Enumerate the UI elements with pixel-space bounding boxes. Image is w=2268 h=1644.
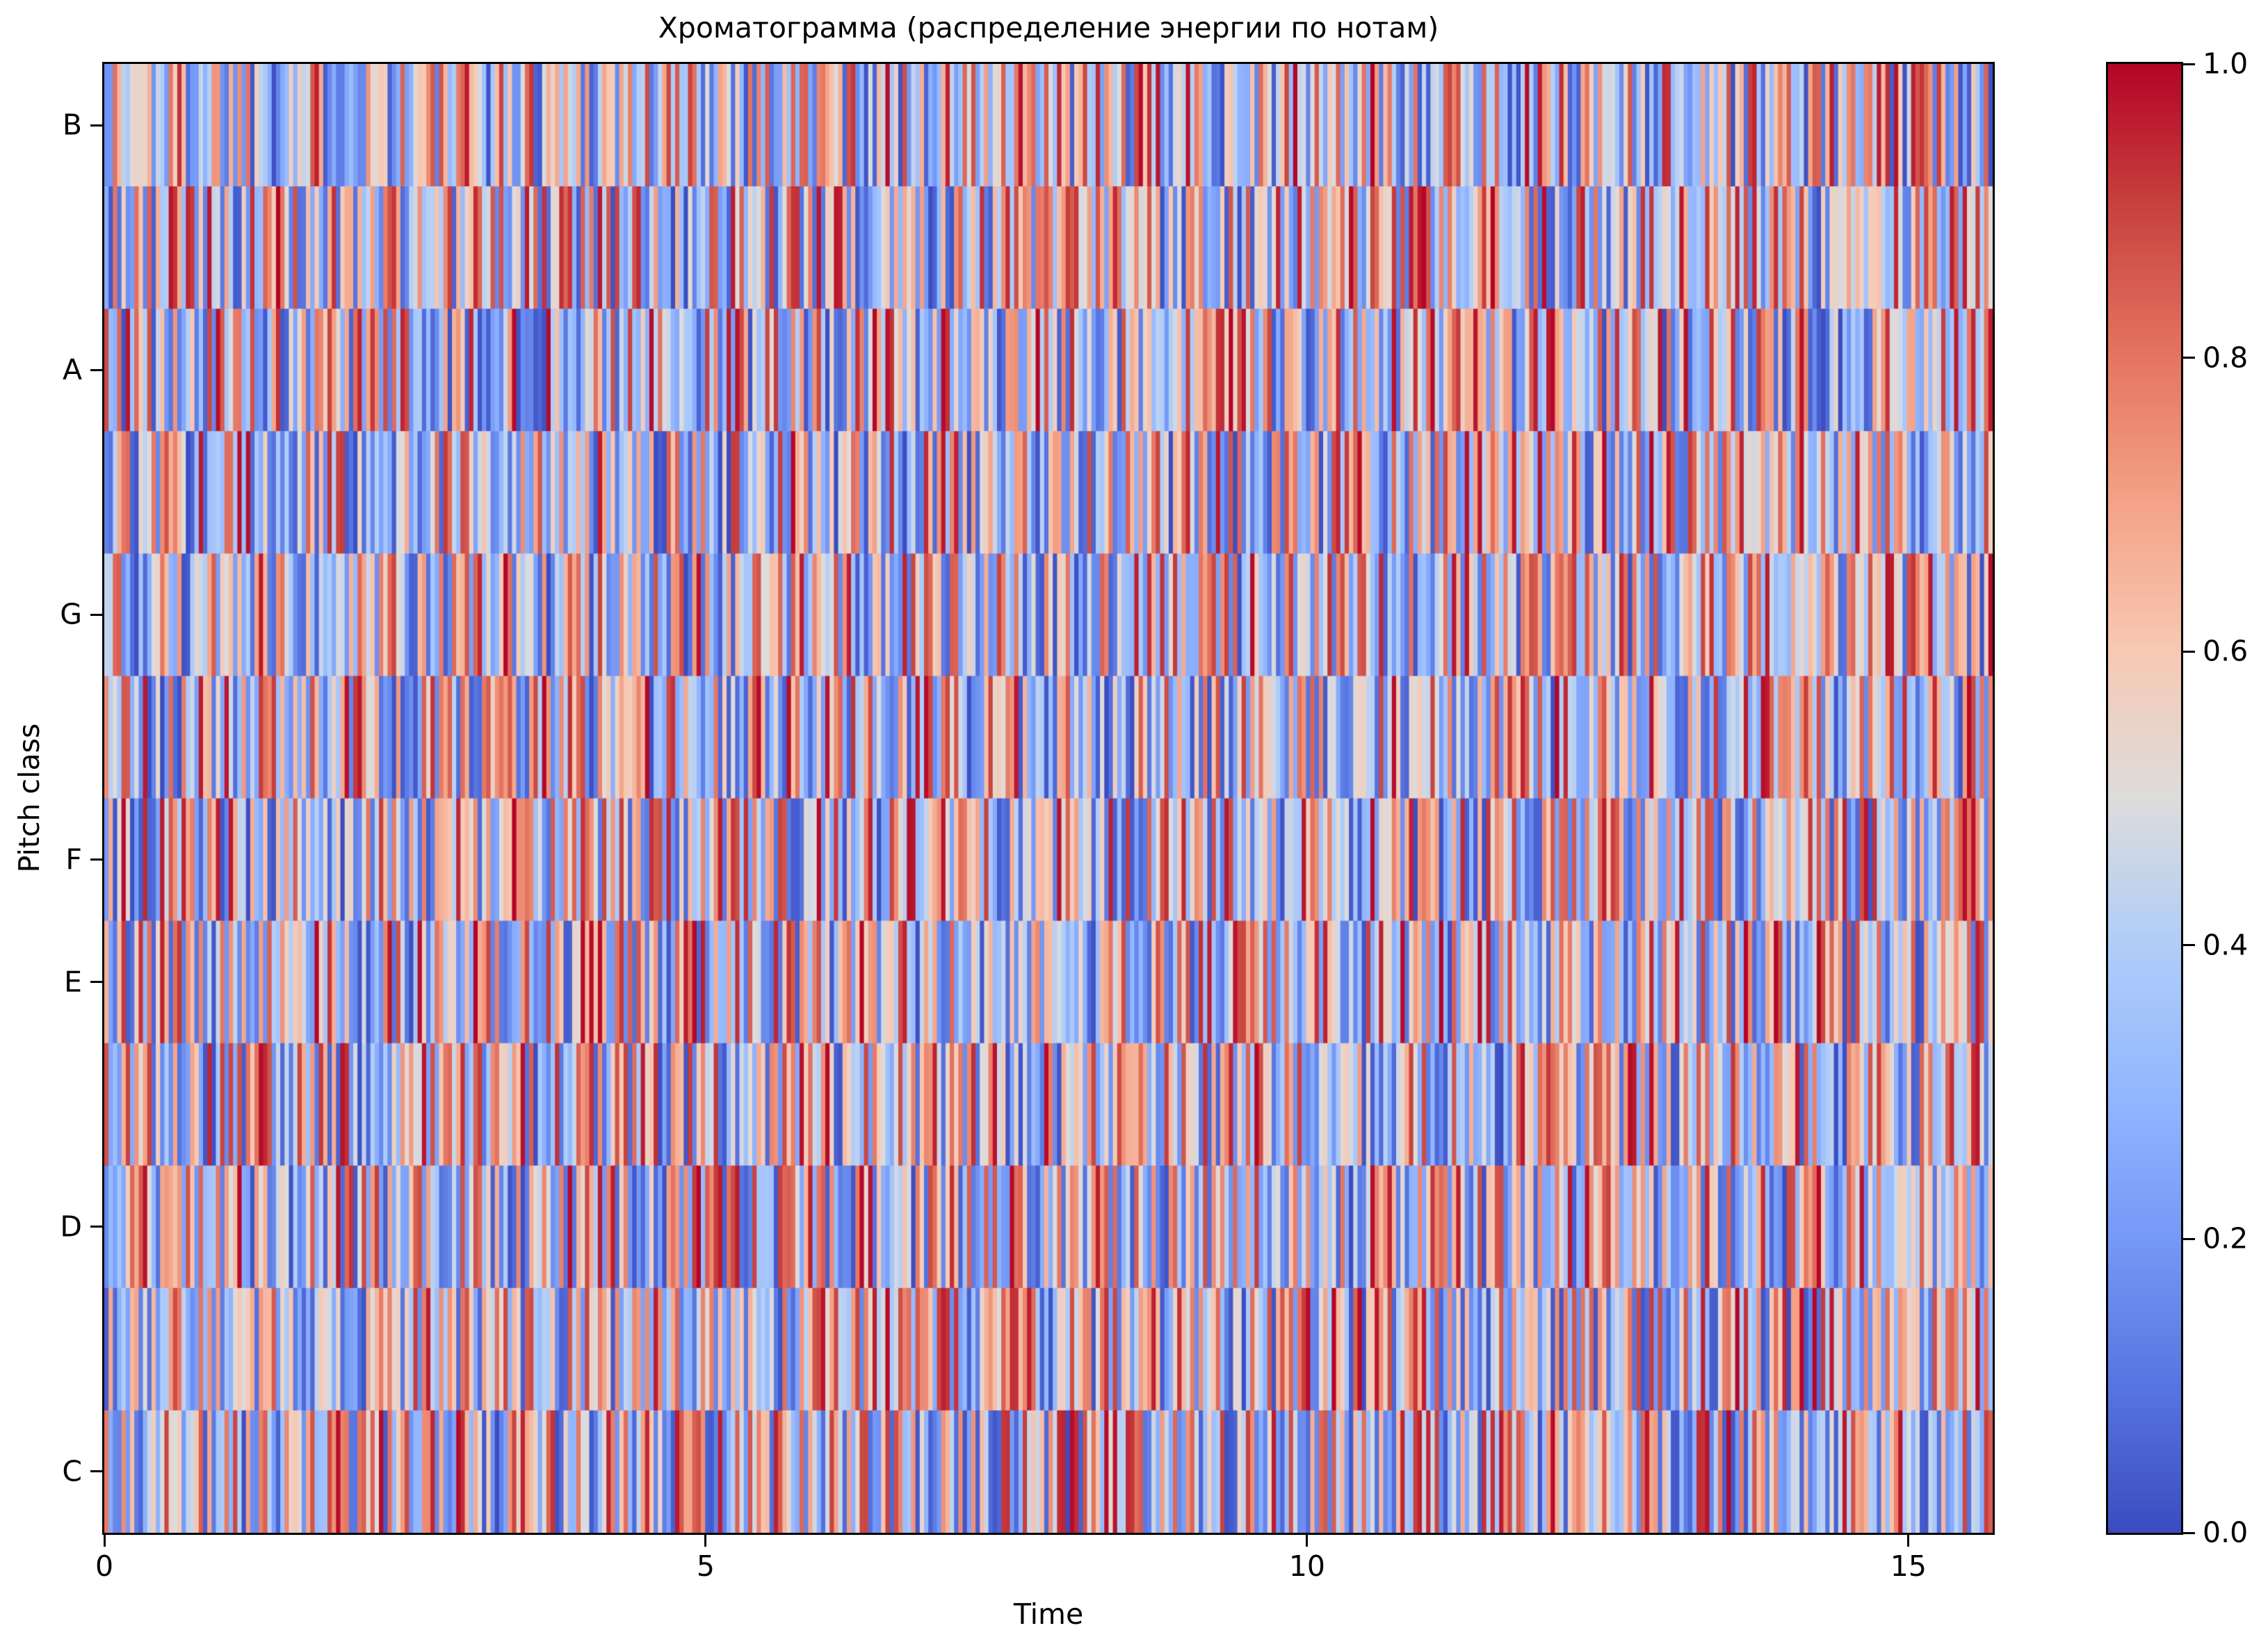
- plot-area: [102, 62, 1995, 1535]
- x-tick-label: 15: [1890, 1549, 1927, 1583]
- x-tick-label: 5: [696, 1549, 715, 1583]
- colorbar-tick-mark: [2181, 650, 2195, 653]
- y-tick-label: G: [60, 597, 82, 631]
- colorbar-tick-label: 0.6: [2203, 634, 2249, 668]
- y-tick-label: D: [60, 1210, 82, 1244]
- x-tick-mark: [704, 1533, 707, 1547]
- y-tick-mark: [90, 124, 104, 127]
- colorbar-tick-mark: [2181, 357, 2195, 359]
- colorbar-gradient: [2108, 64, 2181, 1533]
- chart-title: Хроматограмма (распределение энергии по …: [658, 11, 1439, 44]
- colorbar-tick-label: 0.0: [2203, 1515, 2249, 1549]
- y-tick-mark: [90, 613, 104, 616]
- y-tick-mark: [90, 1470, 104, 1473]
- x-axis-label: Time: [1013, 1597, 1084, 1631]
- y-tick-label: F: [65, 843, 82, 877]
- y-tick-label: C: [62, 1454, 82, 1488]
- y-tick-mark: [90, 1226, 104, 1228]
- y-tick-label: A: [62, 352, 82, 386]
- colorbar-tick-mark: [2181, 63, 2195, 65]
- colorbar-tick-mark: [2181, 1531, 2195, 1534]
- x-tick-mark: [103, 1533, 106, 1547]
- colorbar-tick-mark: [2181, 1237, 2195, 1240]
- colorbar-tick-mark: [2181, 944, 2195, 947]
- y-tick-label: B: [62, 108, 82, 142]
- colorbar-tick-label: 0.2: [2203, 1221, 2249, 1255]
- x-tick-label: 10: [1288, 1549, 1326, 1583]
- colorbar-tick-label: 0.4: [2203, 928, 2249, 962]
- colorbar-tick-label: 0.8: [2203, 341, 2249, 375]
- x-tick-label: 0: [95, 1549, 114, 1583]
- chromagram-heatmap: [104, 64, 1993, 1533]
- x-tick-mark: [1306, 1533, 1309, 1547]
- y-tick-mark: [90, 981, 104, 984]
- colorbar: [2106, 62, 2183, 1535]
- colorbar-tick-label: 1.0: [2203, 47, 2249, 81]
- x-tick-mark: [1907, 1533, 1910, 1547]
- y-axis-label: Pitch class: [13, 723, 46, 873]
- y-tick-label: E: [64, 965, 82, 999]
- y-tick-mark: [90, 368, 104, 371]
- y-tick-mark: [90, 858, 104, 861]
